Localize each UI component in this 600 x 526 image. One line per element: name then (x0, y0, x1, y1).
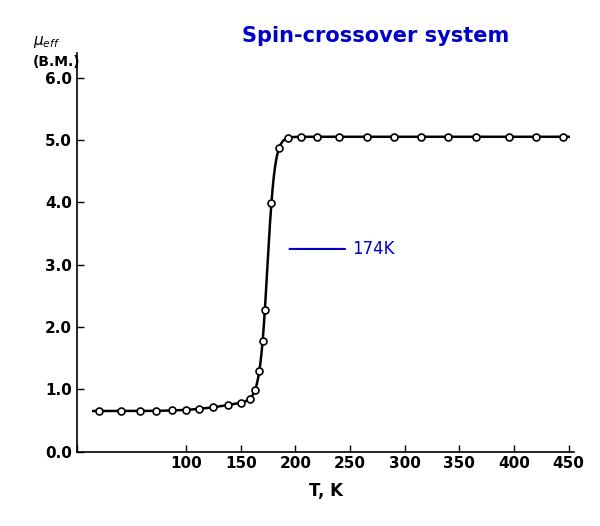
Text: 174K: 174K (352, 240, 395, 258)
Title: Spin-crossover system: Spin-crossover system (242, 26, 509, 46)
Text: $\mu_{eff}$: $\mu_{eff}$ (33, 34, 61, 50)
X-axis label: T, K: T, K (308, 482, 343, 500)
Text: (B.M.): (B.M.) (33, 55, 80, 69)
